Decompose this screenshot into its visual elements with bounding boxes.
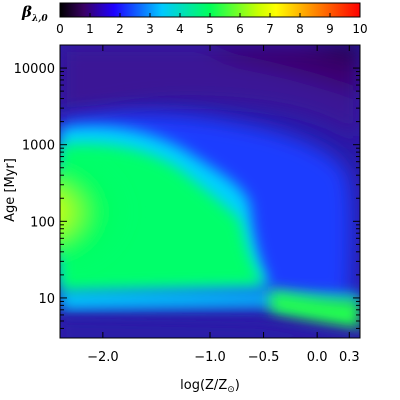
- x-axis-label-main: log(Z/Z: [180, 378, 227, 393]
- x-axis-label-close: ): [235, 378, 240, 393]
- y-tick-label: 100: [30, 215, 55, 230]
- colorbar-tick-label: 2: [116, 22, 124, 36]
- colorbar-tick-label: 6: [236, 22, 244, 36]
- x-tick-label: −0.5: [248, 350, 280, 365]
- colorbar-tick-label: 5: [206, 22, 214, 36]
- y-tick-label: 10: [38, 292, 55, 307]
- colorbar-tick-label: 4: [176, 22, 184, 36]
- colorbar-symbol: βλ,0: [21, 3, 48, 24]
- colorbar-tick-label: 3: [146, 22, 154, 36]
- y-axis-label-main: Age: [3, 197, 18, 222]
- colorbar-tick-label: 10: [352, 22, 367, 36]
- colorbar-tick-label: 1: [86, 22, 94, 36]
- y-tick-label: 10000: [14, 62, 55, 77]
- y-axis: 10 100 1000 10000: [14, 44, 360, 339]
- x-tick-label: −1.0: [194, 350, 226, 365]
- colorbar-ticks: 0 1 2 3 4 5 6 7 8 9 10: [56, 13, 368, 36]
- colorbar-symbol-beta: β: [21, 3, 32, 21]
- x-axis: −2.0 −1.0 −0.5 0.0 0.3: [87, 45, 360, 365]
- heatmap-plot: [59, 44, 361, 339]
- colorbar: 0 1 2 3 4 5 6 7 8 9 10 βλ,0: [21, 2, 368, 36]
- y-axis-label: Age [Myr]: [3, 158, 18, 222]
- colorbar-tick-label: 8: [296, 22, 304, 36]
- x-axis-label: log(Z/Z⊙): [180, 378, 240, 395]
- colorbar-tick-label: 7: [266, 22, 274, 36]
- colorbar-tick-label: 0: [56, 22, 64, 36]
- y-axis-label-unit: [Myr]: [3, 158, 18, 192]
- colorbar-symbol-subscript: λ,0: [31, 14, 48, 24]
- x-tick-label: 0.0: [307, 350, 328, 365]
- colorbar-tick-label: 9: [326, 22, 334, 36]
- x-tick-label: −2.0: [87, 350, 119, 365]
- y-tick-label: 1000: [22, 139, 55, 154]
- x-tick-label: 0.3: [339, 350, 360, 365]
- x-axis-label-sub: ⊙: [227, 385, 235, 395]
